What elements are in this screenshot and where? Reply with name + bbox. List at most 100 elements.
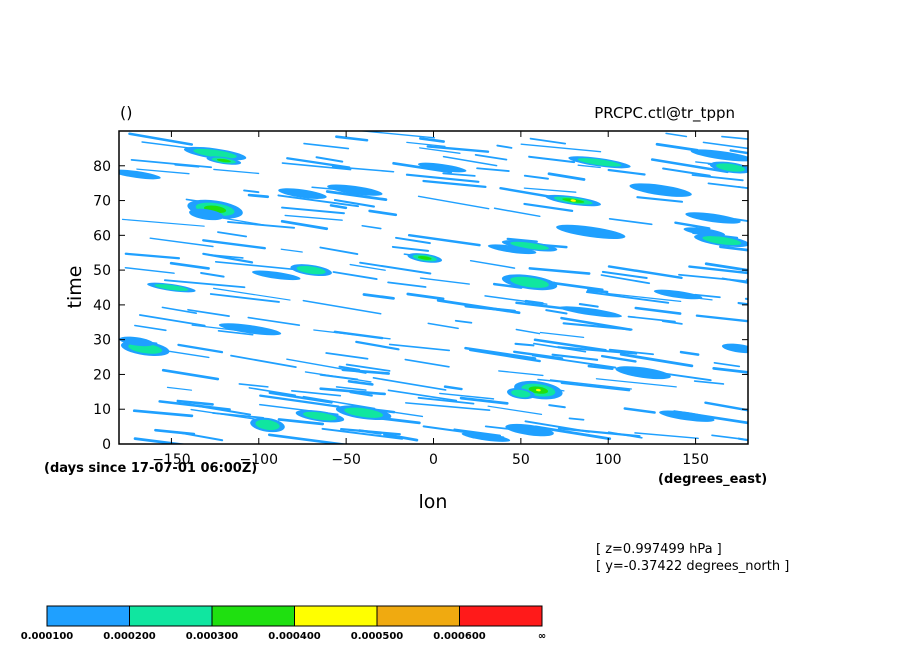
precip-cell [417, 256, 432, 260]
rain-streak [539, 331, 585, 339]
rain-streak [158, 400, 231, 411]
y-tick-label: 70 [93, 194, 111, 210]
colorbar-label: 0.000100 [21, 631, 74, 642]
precip-cell [119, 336, 154, 347]
rain-streak [459, 396, 509, 405]
y-tick-label: 10 [93, 402, 111, 418]
rain-streak [577, 164, 601, 169]
rain-streak [619, 352, 694, 368]
rain-streak [427, 322, 459, 330]
rain-streak [733, 218, 748, 223]
rain-streak [387, 389, 458, 402]
rain-streak [704, 401, 748, 412]
rain-streak [600, 274, 651, 285]
rain-streak [315, 156, 344, 163]
rain-streak [304, 371, 372, 383]
y-axis-label: time [64, 266, 86, 309]
x-tick-label: 0 [429, 452, 438, 468]
rain-streak [524, 299, 544, 305]
info-line-z: [ z=0.997499 hPa ] [596, 542, 722, 557]
precip-cell [119, 169, 161, 180]
rain-streak [405, 402, 491, 411]
y-tick-label: 80 [93, 159, 111, 175]
rain-streak [524, 420, 591, 433]
rain-streak [163, 279, 246, 289]
precip-cell [302, 411, 337, 421]
precip-cell [653, 289, 703, 300]
rain-streak [578, 303, 599, 308]
rain-streak [280, 248, 303, 253]
rain-streak [325, 190, 388, 202]
rain-streak [496, 144, 513, 149]
y-tick-label: 20 [93, 367, 111, 383]
precip-cell [683, 227, 726, 237]
rain-streak [533, 342, 587, 353]
precip-cell [685, 212, 741, 224]
precip-cell [510, 241, 549, 250]
precip-cell [721, 343, 748, 354]
rain-streak [302, 299, 382, 315]
rain-streak [187, 308, 230, 317]
rain-streak [691, 174, 744, 182]
rain-streak [395, 236, 431, 245]
precip-cell [577, 158, 622, 167]
rain-streak [662, 167, 711, 177]
rain-streak [557, 346, 638, 355]
rain-streak [523, 202, 574, 212]
rain-streak [217, 231, 248, 238]
rain-streak [534, 425, 612, 441]
rain-streak [335, 386, 367, 391]
precip-cell [189, 208, 224, 221]
rain-streak [523, 174, 549, 180]
rain-streak [361, 224, 382, 230]
rain-streak [286, 358, 367, 374]
rain-streak [176, 399, 214, 406]
rain-streak [277, 418, 325, 426]
rain-streak [281, 206, 345, 215]
rain-streak [744, 297, 748, 301]
rain-streak [702, 141, 748, 150]
x-tick-label: 50 [512, 452, 530, 468]
y-tick-label: 30 [93, 333, 111, 349]
rain-streak [707, 182, 748, 190]
precip-cell [690, 149, 748, 162]
rain-streak [531, 354, 617, 369]
rain-streak [134, 324, 167, 332]
rain-streak [362, 293, 395, 300]
x-tick-label: 150 [682, 452, 709, 468]
rain-streak [551, 353, 599, 361]
rain-streak [136, 168, 190, 175]
colorbar-swatch [46, 605, 130, 627]
rain-streak [325, 352, 369, 360]
precip-cell [659, 410, 715, 422]
rain-streak [149, 237, 214, 248]
precip-cell [615, 366, 671, 380]
y-axis-unit: (days since 17-07-01 06:00Z) [44, 461, 257, 476]
rain-streak [529, 137, 567, 145]
rain-streak [213, 168, 260, 175]
rain-streak [665, 132, 688, 138]
rain-streak [514, 342, 535, 347]
rain-streak [368, 209, 398, 217]
info-line-y: [ y=-0.37422 degrees_north ] [596, 559, 789, 574]
precip-cell [505, 423, 554, 437]
rain-streak [338, 365, 361, 372]
rain-streak [247, 316, 301, 326]
rain-streak [419, 277, 470, 285]
rain-streak [405, 173, 480, 183]
rain-streak [468, 348, 541, 363]
rain-streak [549, 379, 632, 390]
rain-streak [487, 405, 543, 415]
rain-streak [340, 428, 401, 436]
rain-streak [141, 141, 192, 149]
rain-streak [623, 407, 656, 414]
rain-streak [533, 338, 607, 352]
precip-cell [193, 148, 237, 159]
rain-streak [634, 432, 699, 440]
y-tick-label: 0 [102, 437, 111, 453]
rain-streak [227, 221, 296, 229]
rain-streak [627, 315, 676, 323]
rain-streak [238, 383, 269, 388]
precip-cell [418, 162, 467, 173]
